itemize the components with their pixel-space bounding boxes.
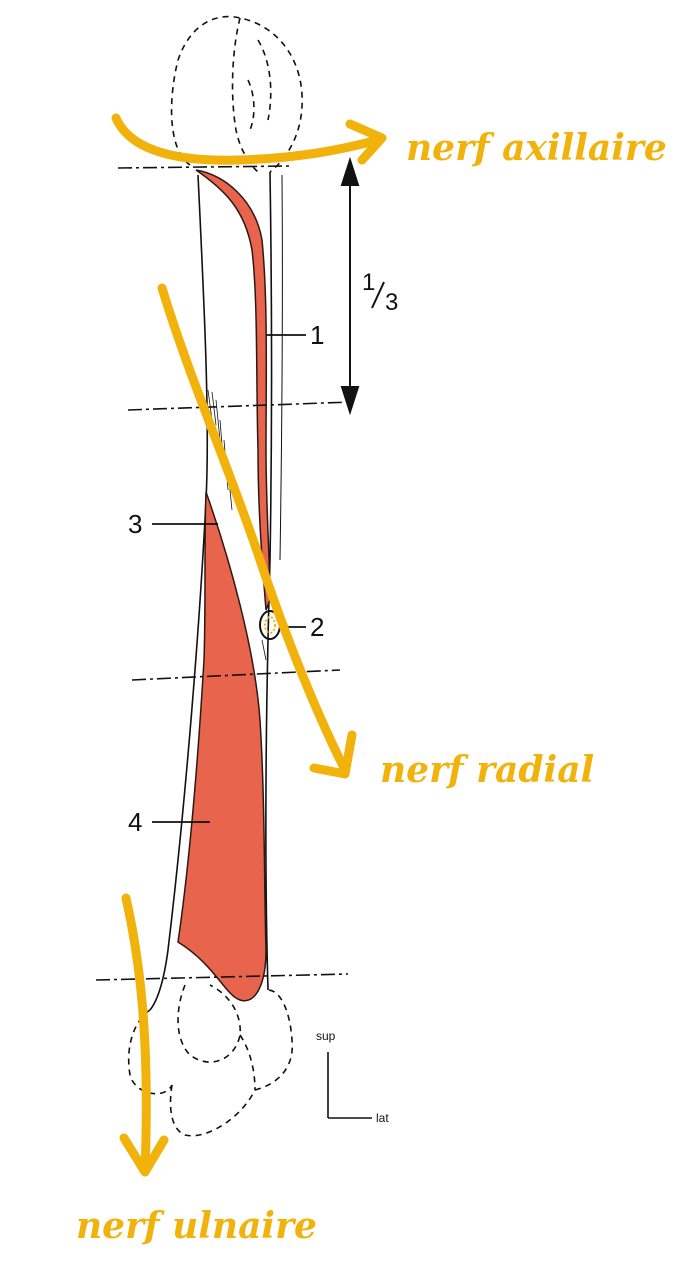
distal-epiphysis: [127, 984, 293, 1137]
axillary-nerve-arrowhead: [345, 119, 387, 165]
one-third-measure: [340, 156, 360, 416]
muscle-area-4: [177, 491, 267, 1002]
humerus-shaft: [149, 171, 283, 1011]
axillary-nerve-path: [111, 113, 383, 165]
ulnar-nerve-label: nerf ulnaire: [76, 1205, 317, 1247]
orientation-indicator: sup lat: [316, 1029, 389, 1125]
leader-lines: [152, 334, 306, 823]
ulnar-nerve-path: [121, 893, 151, 1175]
label-3: 3: [128, 509, 142, 539]
one-third-denominator: 3: [385, 289, 398, 316]
label-2: 2: [310, 612, 324, 642]
radial-nerve-arrowhead: [309, 730, 357, 779]
axillary-nerve-label: nerf axillaire: [406, 127, 667, 169]
nerve-annotations: [111, 113, 387, 1177]
level-lines: [95, 165, 353, 981]
radial-nerve-path: [157, 283, 350, 775]
orientation-sup-label: sup: [316, 1029, 336, 1043]
orientation-lat-label: lat: [376, 1111, 389, 1125]
label-1: 1: [310, 320, 324, 350]
humeral-head: [170, 15, 303, 173]
one-third-label: 1 3: [362, 269, 398, 316]
one-third-numerator: 1: [362, 269, 375, 296]
label-4: 4: [128, 807, 142, 837]
ulnar-nerve-arrowhead: [119, 1133, 169, 1177]
radial-nerve-label: nerf radial: [380, 749, 594, 791]
